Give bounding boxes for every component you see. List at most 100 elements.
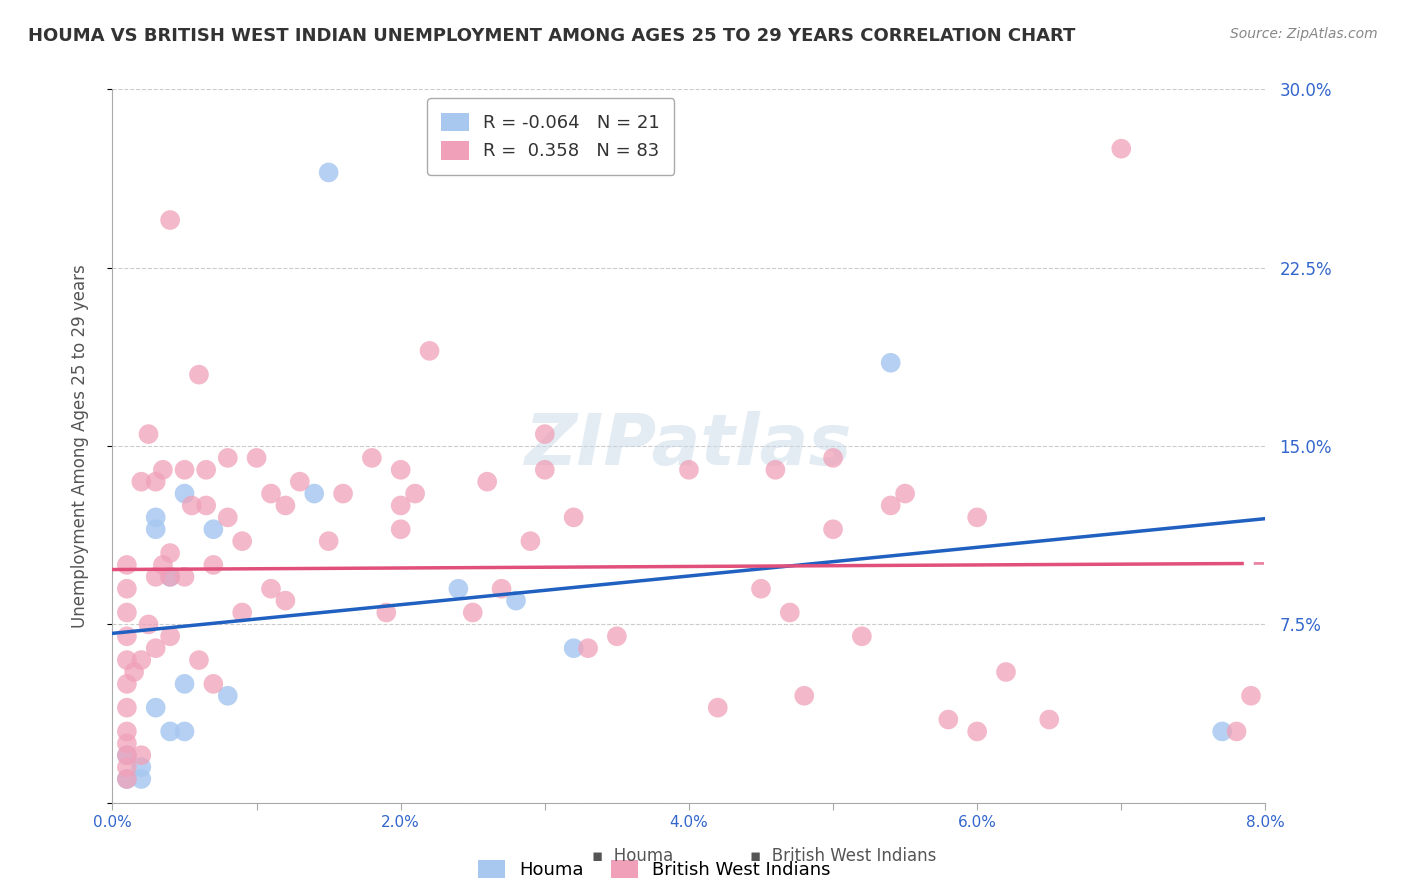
Point	[115, 748, 138, 763]
Point	[195, 463, 218, 477]
Point	[534, 427, 557, 442]
Point	[1038, 713, 1060, 727]
Point	[1240, 689, 1263, 703]
Point	[173, 724, 195, 739]
Point	[115, 700, 138, 714]
Point	[145, 522, 167, 536]
Point	[145, 570, 167, 584]
Point	[129, 772, 153, 786]
Point	[1226, 724, 1249, 739]
Point	[195, 499, 218, 513]
Point	[115, 772, 138, 786]
Point	[159, 570, 181, 584]
Point	[152, 463, 174, 477]
Point	[894, 486, 917, 500]
Point	[821, 450, 844, 465]
Point	[115, 558, 138, 572]
Point	[793, 689, 815, 703]
Point	[880, 499, 903, 513]
Point	[217, 510, 239, 524]
Point	[461, 606, 484, 620]
Text: HOUMA VS BRITISH WEST INDIAN UNEMPLOYMENT AMONG AGES 25 TO 29 YEARS CORRELATION : HOUMA VS BRITISH WEST INDIAN UNEMPLOYMEN…	[28, 27, 1076, 45]
Point	[260, 582, 283, 596]
Point	[274, 499, 297, 513]
Point	[1211, 724, 1233, 739]
Point	[447, 582, 470, 596]
Point	[122, 665, 145, 679]
Point	[966, 510, 988, 524]
Point	[288, 475, 311, 489]
Point	[318, 534, 340, 549]
Point	[115, 677, 138, 691]
Point	[419, 343, 441, 358]
Point	[129, 748, 153, 763]
Point	[115, 748, 138, 763]
Point	[534, 463, 557, 477]
Point	[115, 606, 138, 620]
Point	[779, 606, 801, 620]
Point	[129, 475, 153, 489]
Point	[274, 593, 297, 607]
Point	[152, 558, 174, 572]
Point	[115, 724, 138, 739]
Point	[159, 570, 181, 584]
Point	[749, 582, 772, 596]
Point	[188, 368, 211, 382]
Point	[404, 486, 426, 500]
Point	[159, 629, 181, 643]
Point	[115, 653, 138, 667]
Text: ZIPatlas: ZIPatlas	[526, 411, 852, 481]
Point	[173, 677, 195, 691]
Point	[173, 463, 195, 477]
Y-axis label: Unemployment Among Ages 25 to 29 years: Unemployment Among Ages 25 to 29 years	[70, 264, 89, 628]
Point	[180, 499, 202, 513]
Point	[304, 486, 326, 500]
Point	[966, 724, 988, 739]
Point	[389, 499, 412, 513]
Point	[145, 475, 167, 489]
Point	[202, 677, 225, 691]
Point	[678, 463, 700, 477]
Point	[389, 463, 412, 477]
Point	[129, 653, 153, 667]
Point	[505, 593, 527, 607]
Point	[246, 450, 269, 465]
Point	[115, 760, 138, 774]
Point	[332, 486, 354, 500]
Text: Source: ZipAtlas.com: Source: ZipAtlas.com	[1230, 27, 1378, 41]
Point	[880, 356, 903, 370]
Point	[129, 760, 153, 774]
Point	[389, 522, 412, 536]
Point	[159, 724, 181, 739]
Point	[938, 713, 960, 727]
Text: ▪  British West Indians: ▪ British West Indians	[751, 847, 936, 865]
Point	[202, 522, 225, 536]
Point	[562, 510, 585, 524]
Legend: Houma, British West Indians: Houma, British West Indians	[471, 853, 838, 887]
Point	[217, 689, 239, 703]
Point	[138, 427, 160, 442]
Point	[606, 629, 628, 643]
Point	[173, 486, 195, 500]
Point	[995, 665, 1018, 679]
Point	[1111, 142, 1133, 156]
Point	[707, 700, 730, 714]
Point	[159, 546, 181, 560]
Point	[231, 606, 253, 620]
Point	[519, 534, 541, 549]
Point	[375, 606, 398, 620]
Point	[260, 486, 283, 500]
Text: ▪  Houma: ▪ Houma	[592, 847, 673, 865]
Point	[188, 653, 211, 667]
Point	[562, 641, 585, 656]
Point	[115, 772, 138, 786]
Point	[361, 450, 384, 465]
Point	[851, 629, 873, 643]
Point	[576, 641, 599, 656]
Point	[202, 558, 225, 572]
Point	[145, 700, 167, 714]
Point	[115, 582, 138, 596]
Point	[115, 629, 138, 643]
Point	[491, 582, 513, 596]
Point	[138, 617, 160, 632]
